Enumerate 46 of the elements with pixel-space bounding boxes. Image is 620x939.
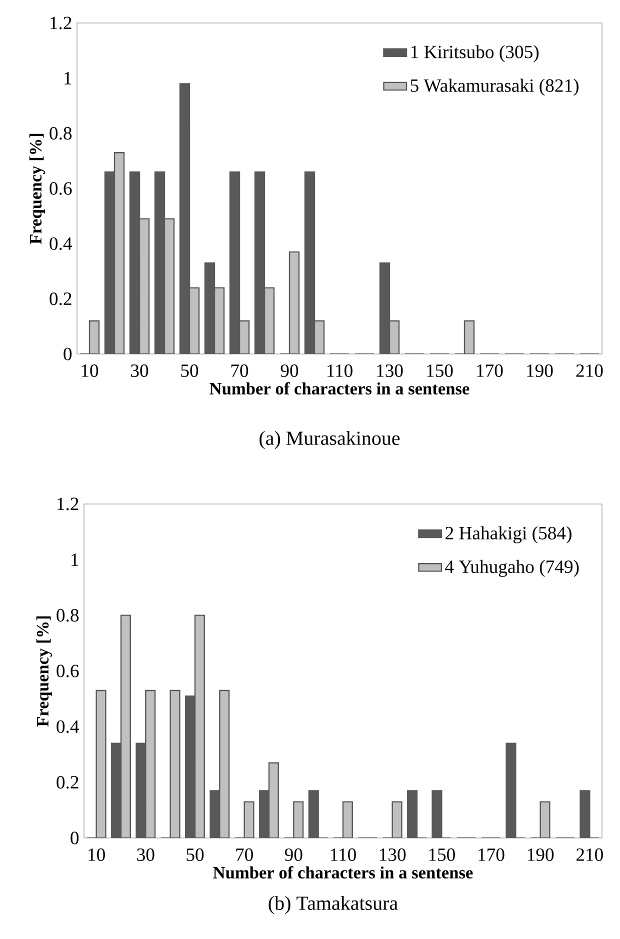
x-tick-label: 170	[477, 364, 503, 377]
x-tick-label: 170	[478, 848, 504, 861]
legend-label: 2 Hahakigi (584)	[446, 526, 572, 544]
y-axis-title: Frequency [%]	[36, 616, 52, 727]
legend-label: 1 Kiritsubo (305)	[411, 45, 539, 62]
legend-label: 4 Yuhugaho (749)	[445, 560, 579, 577]
x-tick-label: 190	[527, 364, 553, 377]
y-tick-label: 1	[64, 72, 72, 84]
y-tick-label: 1	[72, 553, 78, 566]
y-tick-label: 0.2	[56, 776, 78, 789]
y-tick-label: 0.8	[56, 608, 79, 622]
x-tick-label: 110	[330, 848, 356, 861]
x-tick-label: 130	[380, 848, 406, 861]
y-tick-label: 1.2	[50, 16, 72, 30]
x-tick-label: 190	[528, 848, 554, 861]
y-tick-label: 0	[64, 348, 72, 360]
y-axis-title: Frequency [%]	[29, 134, 46, 244]
x-tick-label: 90	[280, 364, 298, 377]
text: (b) Tamakatsura	[268, 896, 398, 914]
x-tick-label: 90	[284, 848, 302, 861]
text: (a) Murasakinoue	[260, 430, 400, 450]
y-tick-label: 0.4	[50, 237, 72, 250]
y-tick-label: 0.2	[50, 292, 72, 306]
y-tick-label: 1.2	[58, 498, 78, 510]
x-tick-label: 210	[576, 848, 603, 861]
y-tick-label: 0	[70, 832, 79, 844]
x-tick-label: 210	[576, 364, 603, 377]
x-tick-label: 10	[82, 364, 98, 377]
y-tick-label: 0.6	[50, 182, 72, 195]
y-tick-label: 0.4	[56, 720, 80, 734]
x-tick-label: 130	[377, 364, 403, 377]
x-axis-title: Number of characters in a sentense	[213, 866, 473, 879]
y-tick-label: 0.6	[56, 664, 79, 678]
x-tick-label: 150	[429, 848, 455, 861]
x-tick-label: 70	[231, 364, 248, 377]
x-tick-label: 50	[186, 848, 204, 861]
x-tick-label: 110	[327, 364, 352, 377]
x-tick-label: 30	[131, 364, 148, 377]
y-tick-label: 0.8	[50, 126, 72, 140]
x-tick-label: 70	[236, 848, 253, 861]
x-tick-label: 30	[137, 848, 154, 861]
x-axis-title: Number of characters in a sentense	[210, 382, 470, 395]
legend-label: 5 Wakamurasaki (821)	[410, 78, 578, 96]
x-tick-label: 10	[88, 848, 105, 861]
x-tick-label: 150	[427, 364, 453, 377]
x-tick-label: 50	[181, 364, 198, 377]
